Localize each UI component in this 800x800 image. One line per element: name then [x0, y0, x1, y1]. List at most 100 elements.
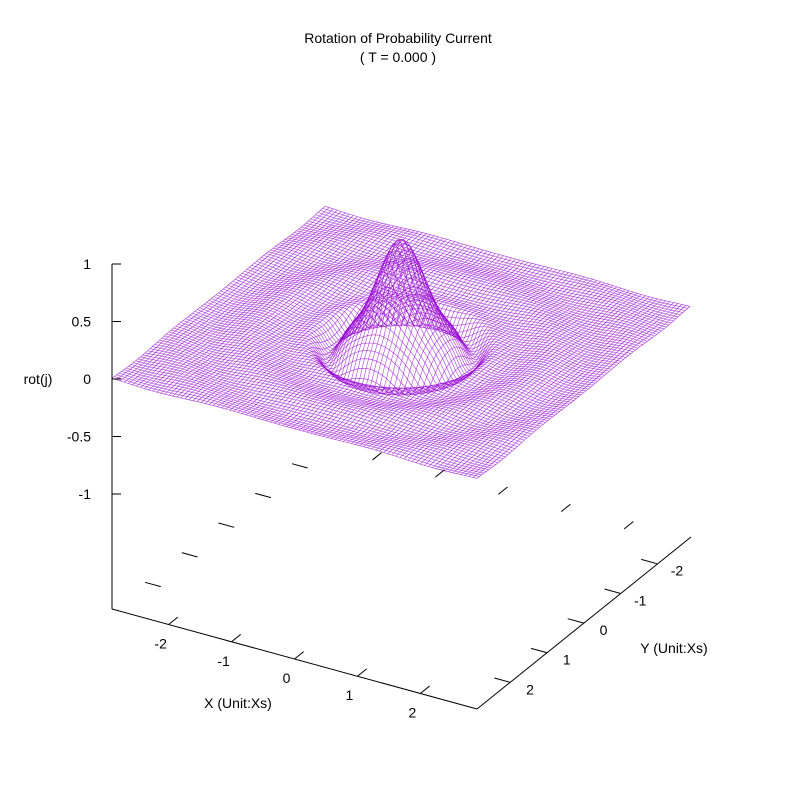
x-axis-label: X (Unit:Xs) — [204, 695, 272, 711]
x-tick-label: -2 — [154, 636, 167, 652]
surface-y-line — [145, 352, 511, 454]
surface-y-line — [147, 350, 513, 452]
z-axis-label: rot(j) — [24, 371, 53, 387]
y-tick-label: 2 — [526, 681, 534, 697]
x-tick-label: 2 — [408, 704, 416, 720]
surface-y-line — [119, 372, 485, 474]
surface-y-line — [197, 309, 563, 410]
surface-y-line — [272, 247, 638, 349]
y-tick-label: -2 — [671, 563, 684, 579]
surface-x-line — [148, 217, 362, 391]
surface-y-line — [265, 253, 631, 354]
surface-y-line — [279, 242, 646, 344]
y-axis-label: Y (Unit:Xs) — [640, 640, 707, 656]
surface-y-line — [194, 311, 560, 412]
surface-y-line — [175, 325, 541, 427]
surface-y-line — [154, 344, 520, 445]
surface-y-line — [201, 305, 567, 407]
y-tick — [567, 618, 584, 624]
surface-y-line — [152, 346, 518, 447]
surface-y-line — [126, 367, 492, 469]
surface-y-line — [249, 266, 615, 368]
surface-y-line — [116, 374, 482, 476]
z-tick-label: -0.5 — [67, 429, 91, 445]
surface-y-line — [237, 276, 603, 378]
surface-y-line — [246, 268, 612, 370]
y-tick — [641, 558, 658, 565]
y-tick — [604, 588, 621, 594]
surface-y-line — [208, 273, 575, 401]
surface-y-line — [227, 258, 594, 386]
y-tick-far — [181, 552, 198, 558]
x-tick-far — [435, 469, 445, 478]
surface-y-line — [199, 307, 565, 409]
surface-y-line — [294, 232, 660, 333]
surface-y-line — [135, 360, 501, 462]
surface-y-line — [121, 371, 487, 472]
surface-y-line — [218, 239, 584, 394]
surface-x-line — [144, 216, 358, 389]
surface-y-line — [275, 246, 641, 347]
y-tick-label: 0 — [600, 622, 608, 638]
surface-y-line — [313, 216, 679, 318]
surface-y-line — [164, 335, 530, 437]
surface-y-line — [253, 262, 620, 364]
surface-y-line — [185, 318, 551, 419]
y-tick-far — [144, 581, 161, 588]
x-tick-far — [560, 503, 571, 513]
surface-x-line — [432, 295, 646, 468]
surface-y-line — [232, 277, 598, 382]
surface-y-line — [256, 261, 622, 362]
x-tick — [294, 651, 304, 660]
surface-y-line — [220, 239, 586, 392]
surface-y-line — [166, 333, 532, 435]
surface-y-line — [298, 228, 665, 330]
x-tick-far — [623, 521, 634, 530]
z-tick-label: 0 — [83, 371, 91, 387]
surface-y-line — [180, 322, 546, 423]
surface-x-line — [472, 305, 687, 478]
surface-y-line — [242, 272, 608, 374]
surface-y-line — [204, 300, 570, 405]
surface-y-line — [123, 369, 489, 470]
surface-y-line — [114, 376, 480, 477]
surface-y-line — [133, 362, 499, 463]
surface-x-line — [464, 303, 679, 476]
surface-y-line — [322, 208, 688, 309]
surface-y-line — [156, 342, 523, 443]
surface-y-line — [320, 210, 686, 311]
surface-y-line — [251, 264, 617, 366]
surface-y-line — [161, 337, 527, 439]
surface-y-line — [149, 348, 515, 449]
surface-y-line — [211, 260, 577, 399]
y-tick — [530, 647, 547, 654]
base-edge — [476, 536, 692, 710]
surface-y-line — [324, 206, 691, 307]
surface-y-line — [189, 314, 556, 416]
surface-y-line — [173, 327, 539, 429]
surface-y-line — [137, 358, 504, 460]
x-tick-label: 1 — [346, 687, 354, 703]
surface-y-line — [192, 313, 558, 414]
surface-y-line — [317, 212, 683, 313]
surface-y-line — [225, 249, 591, 388]
surface-y-line — [130, 364, 496, 465]
x-axis: -2 -1 0 1 2 — [154, 452, 634, 720]
surface-y-line — [282, 241, 648, 342]
surface-y-line — [182, 320, 549, 421]
surface-y-line — [263, 255, 629, 356]
x-tick-far — [372, 452, 382, 461]
surface-y-line — [289, 235, 655, 337]
surface-y-line — [310, 218, 676, 320]
surface-y-line — [128, 365, 494, 467]
surface-y-line — [159, 339, 525, 441]
z-tick-label: 1 — [83, 256, 91, 272]
surface-y-line — [287, 237, 653, 339]
y-axis: -2 -1 0 1 2 — [144, 463, 684, 697]
surface-y-line — [315, 214, 681, 315]
surface-y-line — [268, 251, 634, 353]
x-tick-label: -1 — [217, 653, 230, 669]
surface-y-line — [178, 324, 544, 425]
surface-y-line — [187, 316, 553, 418]
